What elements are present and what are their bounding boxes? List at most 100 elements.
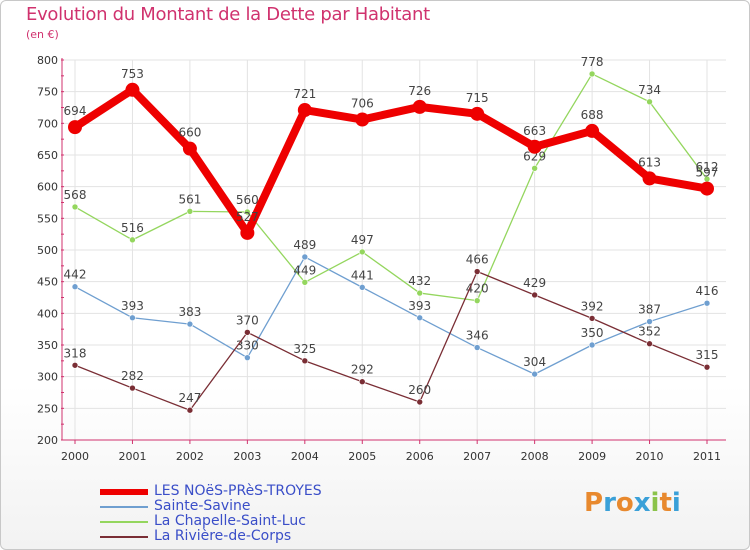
- data-label: 561: [178, 192, 201, 206]
- data-point: [470, 106, 485, 121]
- data-label: 527: [236, 210, 259, 224]
- y-tick-label: 750: [37, 86, 58, 99]
- data-label: 429: [523, 276, 546, 290]
- y-tick-label: 450: [37, 276, 58, 289]
- x-tick-label: 2000: [61, 450, 89, 463]
- data-label: 734: [638, 83, 661, 97]
- data-label: 318: [64, 346, 87, 360]
- data-label: 260: [408, 383, 431, 397]
- data-point: [71, 283, 79, 291]
- data-point: [244, 208, 251, 216]
- y-tick-label: 350: [37, 339, 58, 352]
- data-label: 449: [293, 263, 316, 277]
- data-label: 612: [696, 160, 719, 174]
- data-point: [71, 203, 79, 211]
- data-label: 292: [351, 363, 374, 377]
- x-tick-label: 2001: [118, 450, 146, 463]
- data-point: [355, 112, 370, 127]
- data-label: 660: [178, 126, 201, 140]
- legend-label: La Chapelle-Saint-Luc: [154, 513, 306, 529]
- data-label: 721: [293, 87, 316, 101]
- data-label: 247: [178, 391, 201, 405]
- y-tick-label: 800: [37, 54, 58, 67]
- data-label: 352: [638, 325, 661, 339]
- data-point: [71, 361, 79, 369]
- data-label: 516: [121, 221, 144, 235]
- data-label: 497: [351, 233, 374, 247]
- data-label: 706: [351, 97, 374, 111]
- data-label: 778: [581, 55, 604, 69]
- data-label: 393: [121, 299, 144, 313]
- data-label: 466: [466, 253, 489, 267]
- brand-letter: x: [633, 488, 651, 518]
- y-tick-label: 500: [37, 244, 58, 257]
- x-tick-label: 2010: [636, 450, 664, 463]
- series-0: 694 753 660 527 721 706 726 715 663 688 613 597: [64, 67, 718, 240]
- series-line: [74, 256, 708, 375]
- data-point: [588, 70, 596, 78]
- data-point: [585, 123, 600, 138]
- data-point: [129, 314, 136, 322]
- data-label: 370: [236, 313, 259, 327]
- x-tick-label: 2008: [521, 450, 549, 463]
- data-point: [473, 268, 481, 275]
- data-point: [473, 344, 481, 351]
- data-label: 489: [293, 238, 316, 252]
- x-tick-label: 2009: [578, 450, 606, 463]
- data-label: 416: [696, 284, 719, 298]
- y-tick-label: 300: [37, 371, 58, 384]
- x-tick-label: 2003: [233, 450, 261, 463]
- series-line: [71, 85, 711, 237]
- legend-swatch: [100, 489, 148, 495]
- brand-letter: i: [650, 488, 660, 518]
- data-point: [412, 99, 427, 114]
- data-point: [125, 82, 140, 97]
- data-point: [531, 370, 538, 378]
- data-point: [527, 139, 542, 154]
- data-label: 304: [523, 355, 546, 369]
- data-point: [358, 284, 366, 291]
- legend-label: La Rivière-de-Corps: [154, 528, 292, 544]
- data-point: [129, 236, 136, 244]
- legend-swatch: [100, 536, 148, 538]
- data-point: [473, 297, 481, 304]
- data-point: [416, 289, 424, 297]
- line-chart: 200 250 300 350 400 450 500 550 600 650 700 750 800 2…: [37, 54, 726, 463]
- data-point: [301, 278, 309, 286]
- data-point: [588, 341, 596, 349]
- x-tick-label: 2011: [693, 450, 721, 463]
- series-line: [74, 73, 708, 302]
- data-point: [68, 120, 82, 135]
- data-label: 560: [236, 193, 259, 207]
- y-tick-label: 250: [37, 402, 58, 415]
- data-label: 726: [408, 84, 431, 98]
- legend-swatch: [100, 506, 148, 508]
- x-tick-label: 2007: [463, 450, 491, 463]
- x-tick-label: 2002: [176, 450, 204, 463]
- data-point: [642, 171, 657, 186]
- y-tick-label: 200: [37, 434, 58, 447]
- data-point: [416, 398, 424, 406]
- data-label: 392: [581, 299, 604, 313]
- data-point: [301, 357, 309, 365]
- data-point: [358, 378, 366, 386]
- brand-letter: P: [584, 488, 604, 518]
- legend-label: LES NOëS-PRèS-TROYES: [154, 483, 322, 499]
- data-label: 613: [638, 155, 661, 169]
- data-label: 715: [466, 91, 489, 105]
- data-point: [244, 354, 251, 361]
- data-point: [700, 181, 714, 196]
- data-label: 663: [523, 124, 546, 138]
- y-tick-label: 600: [37, 181, 58, 194]
- brand-letter: i: [671, 488, 681, 518]
- data-point: [703, 363, 711, 371]
- data-label: 330: [236, 339, 259, 353]
- data-point: [297, 103, 312, 118]
- x-tick-label: 2005: [348, 450, 376, 463]
- data-label: 325: [293, 342, 316, 356]
- series-line: [74, 270, 708, 411]
- data-point: [588, 315, 596, 322]
- chart-unit: (en €): [26, 28, 59, 41]
- x-tick-label: 2006: [406, 450, 434, 463]
